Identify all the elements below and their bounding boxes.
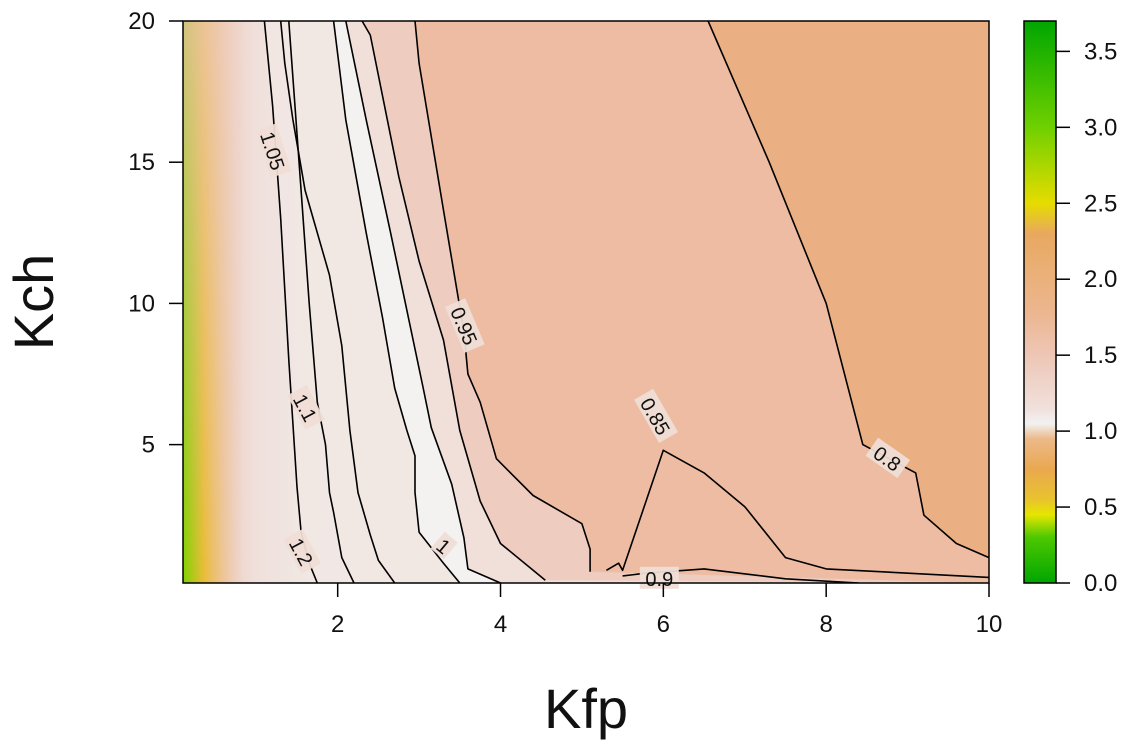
contour-label-knockout: [430, 531, 458, 560]
colorbar: [1024, 21, 1056, 583]
x-axis: 2 4 6 8 10: [331, 583, 1002, 638]
colorbar-axis: 0.0 0.5 1.0 1.5 2.0 2.5 3.0 3.5: [1056, 38, 1117, 597]
x-tick-label-8: 8: [819, 611, 832, 638]
colorbar-tick-label-0.5: 0.5: [1084, 494, 1117, 521]
colorbar-tick-label-1.0: 1.0: [1084, 418, 1117, 445]
contour-label-knockout: [287, 385, 325, 430]
contour-band-0-8: [708, 21, 989, 583]
contour-label-text: 0.9: [645, 569, 673, 591]
low-value-edge: [183, 21, 243, 583]
x-tick-label-10: 10: [976, 611, 1003, 638]
contour-label-knockout: [444, 298, 485, 353]
contour-line-0-95: [345, 21, 501, 583]
x-axis-title: Kfp: [544, 677, 628, 740]
colorbar-tick-label-2.0: 2.0: [1084, 266, 1117, 293]
colorbar-tick-label-2.5: 2.5: [1084, 190, 1117, 217]
colorbar-tick-label-1.5: 1.5: [1084, 342, 1117, 369]
contour-line-1-1: [288, 21, 355, 583]
contour-line-0-85: [414, 21, 989, 579]
y-axis-title: Kch: [2, 254, 65, 351]
contour-label-knockout: [255, 123, 292, 178]
contour-label-knockout: [865, 437, 911, 479]
contour-label-1: 1: [430, 531, 458, 560]
contour-line-0-9: [361, 21, 859, 583]
colorbar-tick-label-3.5: 3.5: [1084, 38, 1117, 65]
contour-line-1: [332, 21, 461, 583]
y-axis: 5 10 15 20: [128, 8, 183, 459]
contour-label-knockout: [634, 388, 679, 444]
x-tick-label-6: 6: [657, 611, 670, 638]
colorbar-frame: [1023, 20, 1057, 584]
colorbar-tick-label-0.0: 0.0: [1084, 570, 1117, 597]
colorbar-tick-label-3.0: 3.0: [1084, 114, 1117, 141]
contour-label-1-2: 1.2: [283, 529, 321, 574]
plot-frame: [182, 20, 990, 584]
y-tick-label-20: 20: [128, 8, 155, 35]
y-tick-label-10: 10: [128, 290, 155, 317]
contour-label-knockout: [283, 529, 321, 574]
y-tick-label-5: 5: [142, 432, 155, 459]
contour-lines: [263, 21, 989, 583]
x-tick-label-2: 2: [331, 611, 344, 638]
x-tick-label-4: 4: [494, 611, 507, 638]
field-surface: [183, 21, 989, 583]
contour-line-1-05: [279, 21, 396, 583]
y-tick-label-15: 15: [128, 149, 155, 176]
contour-label-0-9: 0.9: [639, 566, 679, 591]
